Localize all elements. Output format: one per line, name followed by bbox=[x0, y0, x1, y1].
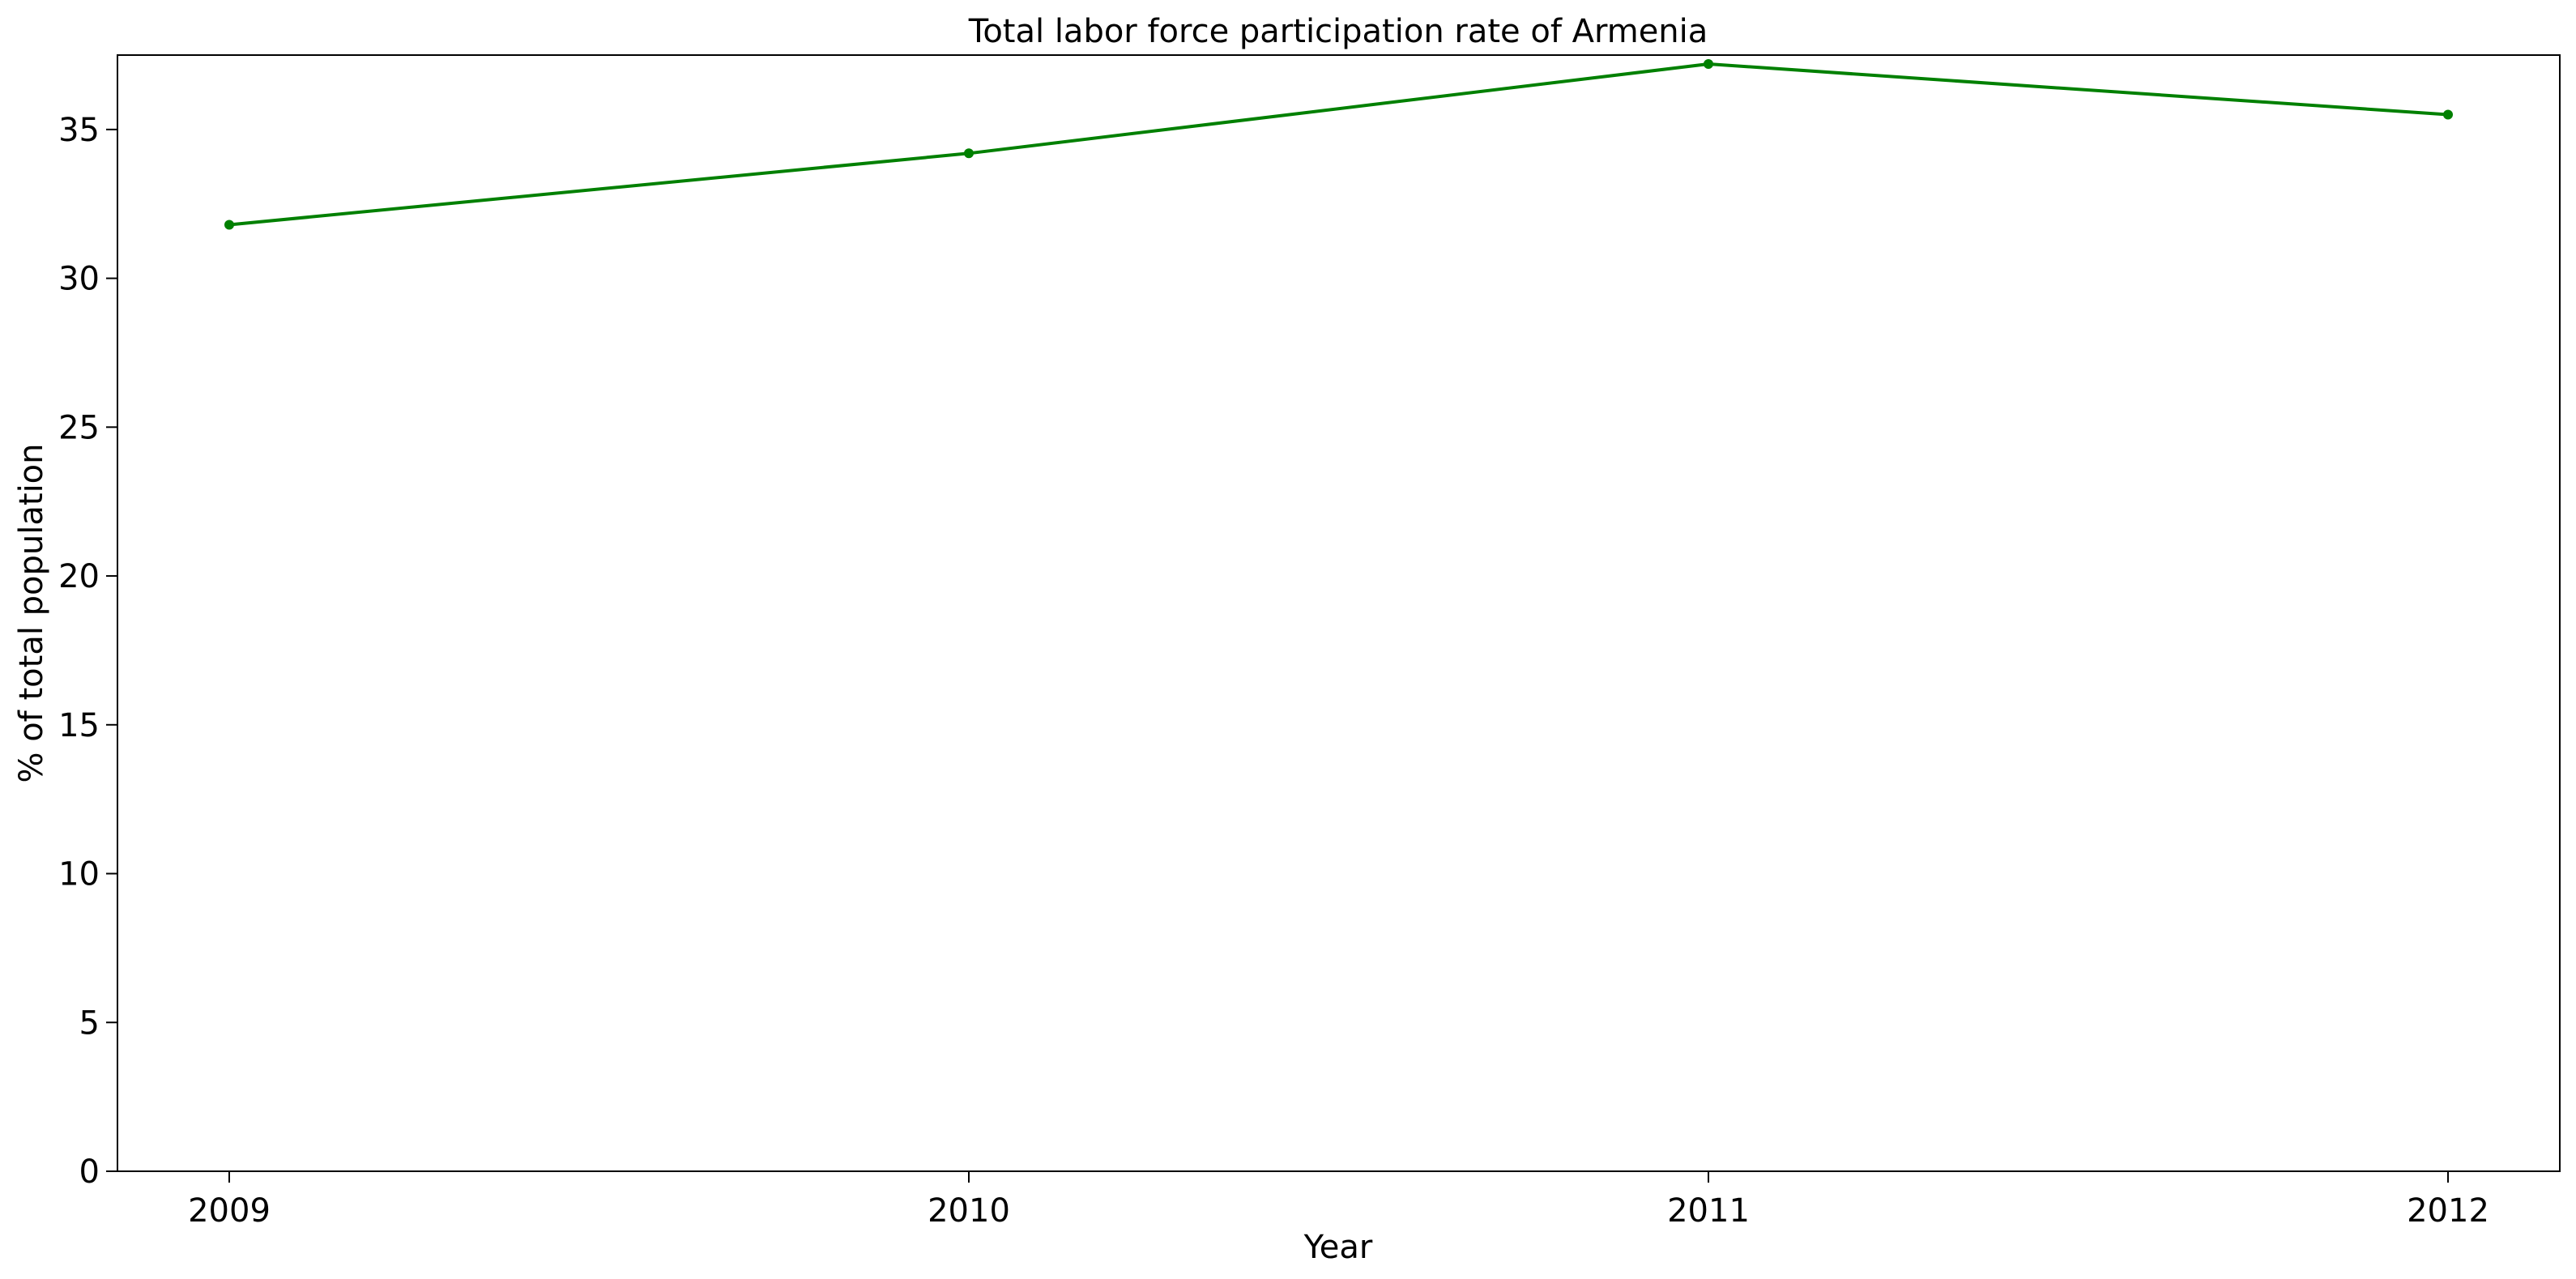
x-tick-label: 2011 bbox=[1667, 1192, 1750, 1230]
chart-title: Total labor force participation rate of … bbox=[968, 13, 1708, 50]
y-tick-label: 5 bbox=[79, 1004, 100, 1042]
data-point bbox=[1704, 59, 1713, 70]
y-tick-label: 10 bbox=[58, 856, 100, 893]
series-layer bbox=[224, 59, 2453, 230]
y-tick-label: 30 bbox=[58, 261, 100, 298]
y-tick-label: 25 bbox=[58, 409, 100, 446]
y-tick-label: 0 bbox=[79, 1153, 100, 1191]
y-axis: 0 5 10 15 20 25 30 35 bbox=[58, 112, 117, 1191]
plot-area bbox=[117, 54, 2561, 1172]
x-tick-label: 2012 bbox=[2407, 1192, 2489, 1230]
y-tick-label: 20 bbox=[58, 558, 100, 595]
x-tick-label: 2010 bbox=[928, 1192, 1010, 1230]
data-point bbox=[2443, 109, 2453, 120]
x-tick-label: 2009 bbox=[188, 1192, 271, 1230]
y-axis-label: % of total population bbox=[13, 443, 50, 782]
data-point bbox=[964, 148, 974, 159]
x-axis: 2009 2010 2011 2012 bbox=[188, 1171, 2489, 1230]
y-tick-label: 35 bbox=[58, 112, 100, 149]
data-point bbox=[224, 220, 234, 230]
y-tick-label: 15 bbox=[58, 707, 100, 744]
x-axis-label: Year bbox=[1303, 1229, 1373, 1266]
series-line bbox=[228, 62, 2449, 227]
